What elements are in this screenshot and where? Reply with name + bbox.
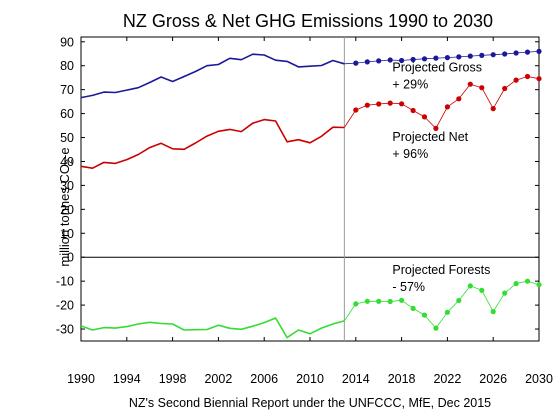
x-tick-label: 2014	[342, 372, 370, 386]
y-axis-label-subscript: 2	[64, 159, 74, 164]
data-point-net-projected	[536, 76, 542, 82]
data-point-gross-projected	[479, 52, 485, 59]
data-point-gross-projected	[456, 54, 462, 60]
data-point-net-projected	[479, 85, 485, 91]
y-tick-label: -30	[56, 323, 74, 337]
data-point-net-projected	[364, 102, 370, 108]
data-point-net-projected	[387, 100, 393, 106]
data-point-gross-projected	[376, 58, 382, 64]
data-point-forests-projected	[444, 309, 450, 315]
data-point-gross-projected	[524, 49, 531, 55]
y-tick-label: 50	[60, 131, 74, 145]
y-tick-label: 90	[60, 35, 74, 49]
data-point-gross-projected	[490, 52, 496, 58]
data-point-forests-projected	[376, 298, 382, 304]
data-point-net-projected	[456, 96, 462, 102]
x-tick-label: 2010	[296, 372, 324, 386]
data-point-forests-projected	[410, 305, 416, 311]
data-point-net-projected	[399, 101, 405, 107]
x-tick-label: 2022	[433, 372, 461, 386]
y-axis-label-suffix: -e	[57, 147, 72, 159]
data-point-forests-projected	[387, 298, 393, 305]
data-point-gross-projected	[467, 53, 473, 59]
data-point-forests-projected	[502, 290, 508, 296]
series-line-net-projected	[343, 76, 540, 129]
data-point-gross-projected	[502, 51, 508, 57]
chart-title: NZ Gross & Net GHG Emissions 1990 to 203…	[123, 11, 493, 31]
data-point-forests-projected	[513, 281, 519, 287]
source-note: NZ's Second Biennial Report under the UN…	[129, 396, 491, 410]
data-point-net-projected	[490, 106, 496, 112]
data-point-forests-projected	[479, 287, 485, 293]
annotations: Projected Gross + 29% Projected Net + 96% Pr…	[392, 61, 490, 294]
y-tick-label: -10	[56, 275, 74, 289]
y-axis-label: million tonnes CO2-e	[57, 147, 74, 266]
y-axis-label-main: million tonnes CO	[57, 164, 72, 267]
y-tick-label: 20	[60, 203, 74, 217]
y-tick-label: 40	[60, 155, 74, 169]
data-point-gross-projected	[410, 56, 416, 63]
x-tick-label: 2006	[250, 372, 278, 386]
data-point-net-projected	[467, 81, 473, 87]
x-tick-label: 1994	[113, 372, 141, 386]
annotation-gross: Projected Gross	[392, 61, 482, 75]
annotation-forests: - 57%	[392, 280, 425, 294]
series-layer	[80, 48, 542, 339]
annotation-net: + 96%	[392, 147, 428, 161]
x-tick-label: 1998	[159, 372, 187, 386]
data-point-net-projected	[524, 73, 531, 80]
data-point-forests-projected	[524, 278, 531, 284]
y-tick-label: 60	[60, 107, 74, 121]
data-point-net-projected	[433, 125, 439, 131]
series-line-gross-historical	[80, 53, 345, 99]
x-tick-label: 2026	[479, 372, 507, 386]
series-line-net-historical	[80, 118, 345, 169]
data-point-gross-projected	[421, 56, 428, 62]
data-point-gross-projected	[353, 60, 359, 66]
x-tick-label: 2030	[525, 372, 553, 386]
data-point-net-projected	[410, 107, 416, 114]
annotation-net: Projected Net	[392, 130, 468, 144]
data-point-gross-projected	[387, 57, 393, 63]
series-line-forests-projected	[343, 280, 540, 329]
data-point-forests-projected	[421, 312, 428, 318]
data-point-gross-projected	[444, 55, 450, 61]
annotation-gross: + 29%	[392, 78, 428, 92]
y-tick-label: 80	[60, 59, 74, 73]
data-point-gross-projected	[513, 50, 519, 56]
y-tick-label: 70	[60, 83, 74, 97]
data-point-forests-projected	[536, 282, 542, 288]
data-point-net-projected	[444, 104, 450, 110]
data-point-forests-projected	[364, 298, 370, 304]
data-point-forests-projected	[456, 297, 462, 304]
x-tick-label: 2018	[388, 372, 416, 386]
data-point-forests-projected	[467, 283, 473, 289]
data-point-gross-projected	[536, 48, 542, 55]
data-point-forests-projected	[490, 309, 496, 315]
data-point-net-projected	[421, 114, 428, 120]
x-tick-label: 2002	[204, 372, 232, 386]
x-tick-label: 1990	[67, 372, 95, 386]
data-point-net-projected	[502, 85, 508, 92]
svg-text:million tonnes CO2-e: million tonnes CO2-e	[57, 147, 74, 266]
y-tick-label: 30	[60, 179, 74, 193]
data-point-gross-projected	[399, 57, 405, 64]
data-point-gross-projected	[364, 59, 370, 65]
y-tick-label: 10	[60, 227, 74, 241]
series-line-forests-historical	[80, 317, 345, 339]
annotation-forests: Projected Forests	[392, 263, 490, 277]
data-point-net-projected	[513, 77, 519, 83]
y-tick-label: 0	[67, 251, 74, 265]
data-point-forests-projected	[433, 325, 439, 331]
y-tick-label: -20	[56, 299, 74, 313]
data-point-gross-projected	[433, 55, 439, 61]
data-point-net-projected	[376, 101, 382, 107]
data-point-forests-projected	[353, 301, 359, 307]
data-point-net-projected	[353, 107, 359, 113]
data-point-forests-projected	[399, 297, 405, 303]
